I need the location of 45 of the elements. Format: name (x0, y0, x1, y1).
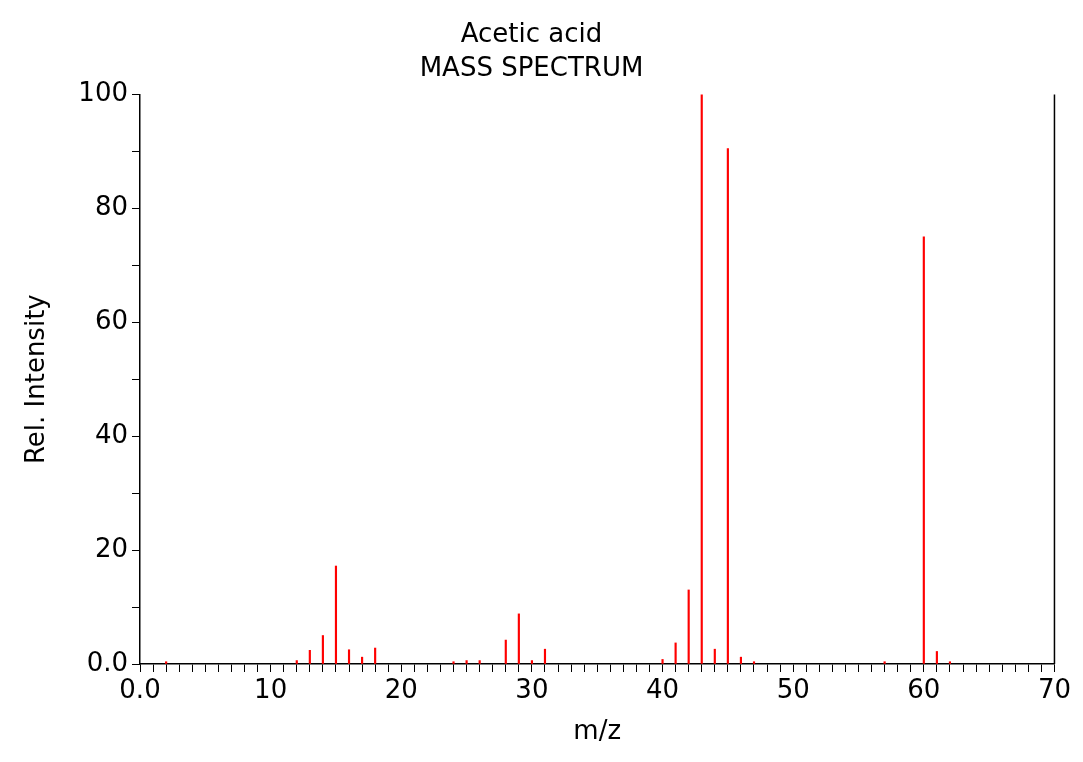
bar (726, 148, 729, 664)
bar (165, 661, 168, 664)
bar (713, 648, 716, 664)
x-tick-label: 60 (907, 674, 941, 705)
bar (504, 639, 507, 664)
bar (700, 94, 703, 664)
bar (543, 648, 547, 664)
bar (295, 660, 298, 664)
bar (334, 565, 338, 664)
chart-title: Acetic acid (460, 18, 603, 49)
bar (739, 656, 743, 664)
bar (321, 635, 324, 664)
x-tick-label: 20 (384, 674, 418, 705)
bar (674, 642, 677, 664)
bar (361, 656, 364, 664)
bar (452, 661, 455, 664)
bar (935, 651, 938, 664)
bar (517, 613, 520, 664)
bar (661, 659, 664, 664)
y-axis-title: Rel. Intensity (20, 294, 51, 465)
x-tick-label: 0.0 (119, 674, 161, 705)
y-tick-label: 80 (94, 191, 128, 222)
bar (478, 660, 481, 664)
bar (883, 661, 886, 664)
x-tick-label: 40 (646, 674, 680, 705)
x-tick-label: 30 (515, 674, 549, 705)
x-tick-label: 50 (776, 674, 810, 705)
x-tick-label: 10 (254, 674, 288, 705)
bar (465, 660, 468, 664)
x-tick-label: 70 (1037, 674, 1071, 705)
bar (687, 589, 690, 664)
y-tick-label: 0.0 (86, 646, 128, 677)
y-tick-label: 20 (94, 532, 128, 563)
y-tick-label: 100 (78, 77, 128, 108)
bar (948, 661, 952, 664)
bar (347, 649, 351, 664)
y-tick-label: 40 (94, 418, 128, 449)
bar (374, 647, 377, 664)
bar (308, 650, 311, 664)
y-tick-label: 60 (94, 304, 128, 335)
chart-subtitle: MASS SPECTRUM (419, 51, 644, 82)
bar (530, 660, 533, 664)
bar (752, 661, 756, 664)
x-axis-title: m/z (573, 715, 622, 746)
bar (922, 236, 925, 664)
